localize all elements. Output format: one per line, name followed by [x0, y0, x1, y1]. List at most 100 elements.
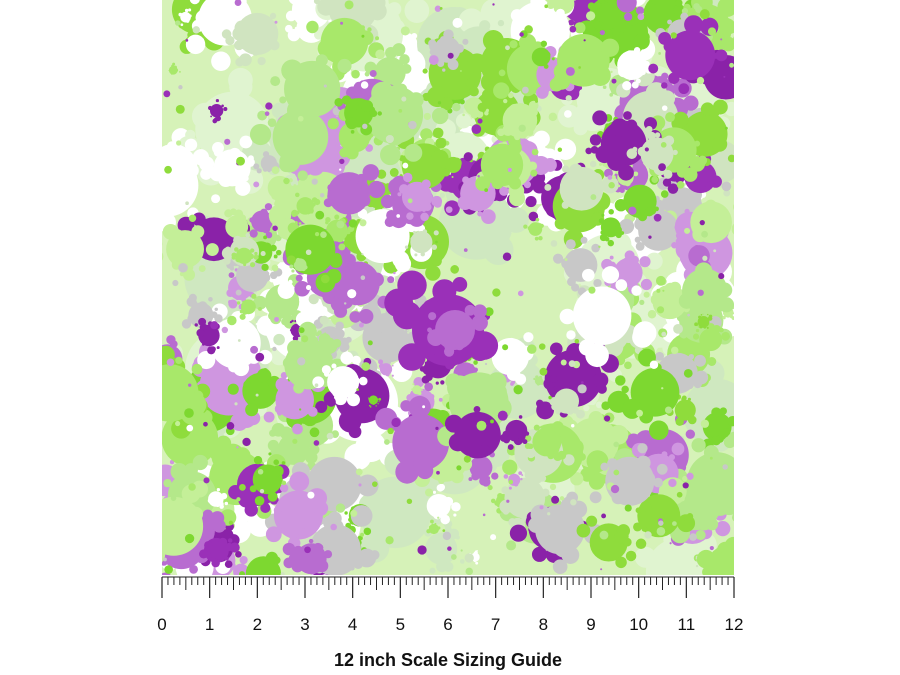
splat-drop: [711, 136, 728, 152]
ruler-label: 4: [348, 615, 357, 634]
splat-drop: [352, 376, 360, 385]
splat-drop: [221, 104, 224, 108]
splat-drop: [465, 78, 475, 88]
dot: [175, 420, 181, 427]
splat-drop: [615, 556, 627, 569]
splat-drop: [637, 443, 648, 454]
splat-drop: [294, 436, 309, 452]
splat-drop: [699, 324, 703, 329]
splat-drop: [553, 446, 560, 453]
pattern-swatch: [130, 0, 748, 588]
splat-drop: [375, 407, 398, 430]
dot: [445, 206, 453, 214]
splat-drop: [703, 445, 719, 461]
splat-drop: [295, 274, 303, 282]
splat-drop: [703, 325, 707, 329]
splat-drop: [669, 542, 672, 545]
splat: [426, 519, 441, 535]
splat-drop: [386, 331, 392, 337]
splat-drop: [732, 312, 734, 315]
splat-drop: [473, 405, 481, 413]
splat-drop: [188, 14, 192, 18]
dot: [701, 230, 708, 238]
splat-drop: [463, 152, 473, 162]
splat-drop: [298, 222, 302, 225]
splat-core: [428, 523, 439, 535]
splat-drop: [672, 111, 689, 128]
splat-drop: [250, 262, 256, 268]
splat-drop: [425, 373, 433, 382]
splat-drop: [262, 367, 268, 374]
splat-drop: [387, 276, 395, 284]
dot: [583, 39, 586, 42]
splat-drop: [468, 477, 473, 482]
dot: [185, 201, 189, 206]
splat-drop: [189, 564, 198, 574]
splat-drop: [369, 406, 372, 408]
splat-drop: [299, 304, 305, 311]
splat-drop: [239, 571, 246, 575]
splat-drop: [410, 236, 415, 242]
splat-drop: [138, 407, 159, 428]
ruler-label: 1: [205, 615, 214, 634]
splat-drop: [234, 354, 238, 358]
dot: [648, 235, 652, 239]
splat-drop: [706, 318, 709, 321]
dot: [729, 62, 734, 68]
splat-drop: [700, 313, 703, 316]
splat-core: [665, 30, 716, 81]
splat-drop: [557, 450, 567, 460]
splat-drop: [585, 147, 593, 155]
splat-drop: [651, 176, 659, 184]
splat-drop: [239, 135, 253, 149]
dot: [702, 255, 708, 261]
splat-drop: [324, 574, 328, 575]
splat-drop: [604, 0, 616, 4]
splat-drop: [185, 163, 199, 178]
splat: [576, 515, 637, 569]
splat-core: [630, 367, 680, 417]
splat-drop: [269, 12, 277, 20]
splat-drop: [450, 265, 460, 274]
splat-drop: [263, 235, 268, 240]
dot: [319, 306, 328, 315]
splat-drop: [378, 401, 380, 403]
splat-drop: [130, 136, 150, 156]
splat-drop: [207, 105, 213, 111]
dot: [286, 255, 296, 265]
splat-drop: [426, 529, 431, 534]
splat-drop: [688, 354, 695, 360]
splat-drop: [356, 474, 379, 497]
splat-drop: [181, 484, 201, 504]
splat-drop: [608, 209, 614, 215]
dot: [664, 406, 673, 414]
splat-drop: [717, 282, 733, 298]
dot: [237, 339, 241, 342]
splat-drop: [398, 184, 409, 195]
dot: [656, 288, 661, 293]
splat-drop: [331, 363, 337, 369]
dot: [560, 359, 567, 366]
dot: [538, 343, 546, 350]
splat-drop: [358, 308, 374, 324]
splat-drop: [281, 317, 289, 326]
splat-drop: [536, 86, 549, 99]
dot: [406, 498, 413, 505]
splat-drop: [406, 212, 414, 220]
dot: [672, 521, 677, 526]
splat-drop: [648, 420, 669, 441]
splat-drop: [502, 459, 518, 475]
splat: [138, 356, 207, 428]
splat-drop: [326, 268, 342, 284]
splat-drop: [189, 0, 200, 5]
splat-drop: [317, 39, 337, 58]
splat-drop: [262, 167, 268, 172]
splat-drop: [436, 560, 448, 573]
splat-drop: [144, 209, 160, 225]
splat-drop: [739, 579, 748, 588]
splat-drop: [358, 194, 371, 207]
splat-drop: [218, 537, 228, 547]
splat-drop: [513, 481, 519, 487]
dot: [221, 326, 229, 334]
splat: [236, 293, 262, 320]
